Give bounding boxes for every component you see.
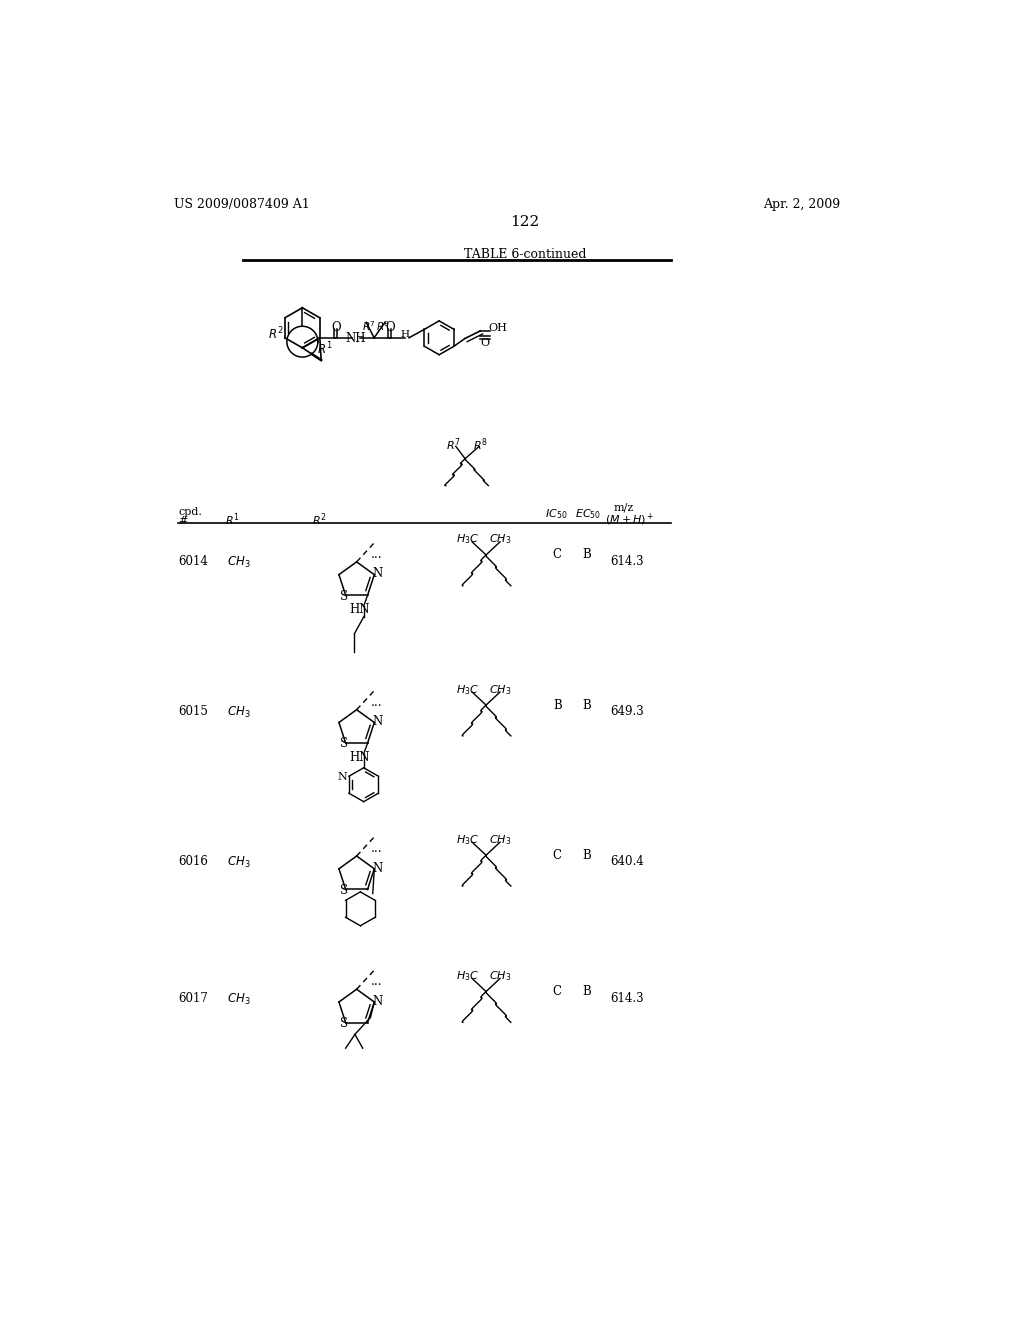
Text: S: S — [340, 590, 348, 603]
Text: 6015: 6015 — [178, 705, 208, 718]
Text: $EC_{50}$: $EC_{50}$ — [575, 507, 601, 521]
Text: $CH_3$: $CH_3$ — [488, 533, 511, 546]
Text: $R^7$: $R^7$ — [446, 437, 461, 453]
Text: $CH_3$: $CH_3$ — [488, 833, 511, 846]
Text: $H_3C$: $H_3C$ — [456, 833, 479, 846]
Text: B: B — [583, 849, 591, 862]
Text: US 2009/0087409 A1: US 2009/0087409 A1 — [174, 198, 310, 211]
Text: O: O — [386, 321, 395, 334]
Text: ...: ... — [371, 548, 382, 561]
Text: Apr. 2, 2009: Apr. 2, 2009 — [764, 198, 841, 211]
Text: HN: HN — [349, 751, 370, 763]
Text: N: N — [373, 995, 383, 1007]
Text: N: N — [373, 568, 383, 581]
Text: 614.3: 614.3 — [610, 991, 644, 1005]
Text: N: N — [373, 715, 383, 729]
Text: B: B — [583, 985, 591, 998]
Text: ...: ... — [371, 842, 382, 855]
Text: $H_3C$: $H_3C$ — [456, 533, 479, 546]
Text: $(M + H)^+$: $(M + H)^+$ — [605, 512, 655, 528]
Text: $CH_3$: $CH_3$ — [227, 991, 251, 1007]
Text: OH: OH — [487, 323, 507, 333]
Text: $R^2$: $R^2$ — [268, 326, 284, 342]
Text: $CH_3$: $CH_3$ — [488, 682, 511, 697]
Text: $CH_3$: $CH_3$ — [227, 554, 251, 570]
Text: B: B — [553, 698, 562, 711]
Text: H: H — [400, 330, 410, 339]
Text: $H_3C$: $H_3C$ — [456, 969, 479, 983]
Text: 6016: 6016 — [178, 855, 208, 869]
Text: C: C — [553, 985, 562, 998]
Text: C: C — [553, 849, 562, 862]
Text: $CH_3$: $CH_3$ — [488, 969, 511, 983]
Text: 6017: 6017 — [178, 991, 208, 1005]
Text: N: N — [338, 772, 347, 781]
Text: B: B — [583, 698, 591, 711]
Text: $H_3C$: $H_3C$ — [456, 682, 479, 697]
Text: 640.4: 640.4 — [610, 855, 644, 869]
Text: C: C — [553, 548, 562, 561]
Text: HN: HN — [349, 603, 370, 615]
Text: B: B — [583, 548, 591, 561]
Text: S: S — [340, 1016, 348, 1030]
Text: $R^7$: $R^7$ — [362, 319, 377, 333]
Text: ...: ... — [371, 696, 382, 709]
Text: 6014: 6014 — [178, 554, 208, 568]
Text: $R^8$: $R^8$ — [377, 319, 390, 333]
Text: 122: 122 — [510, 215, 540, 230]
Text: S: S — [340, 883, 348, 896]
Text: $CH_3$: $CH_3$ — [227, 705, 251, 721]
Text: $R^8$: $R^8$ — [473, 437, 488, 453]
Text: 649.3: 649.3 — [610, 705, 644, 718]
Text: $IC_{50}$: $IC_{50}$ — [545, 507, 567, 521]
Text: #: # — [178, 516, 187, 527]
Text: m/z: m/z — [613, 503, 634, 512]
Text: O: O — [480, 338, 489, 348]
Text: ...: ... — [371, 975, 382, 989]
Text: $R^1$: $R^1$ — [316, 341, 332, 358]
Text: 614.3: 614.3 — [610, 554, 644, 568]
Text: S: S — [340, 738, 348, 751]
Text: cpd.: cpd. — [178, 507, 203, 517]
Text: TABLE 6-continued: TABLE 6-continued — [464, 248, 586, 261]
Text: $CH_3$: $CH_3$ — [227, 855, 251, 870]
Text: N: N — [373, 862, 383, 875]
Text: NH: NH — [345, 333, 366, 345]
Text: $R^2$: $R^2$ — [312, 512, 327, 528]
Text: O: O — [332, 321, 341, 334]
Text: $R^1$: $R^1$ — [225, 512, 240, 528]
